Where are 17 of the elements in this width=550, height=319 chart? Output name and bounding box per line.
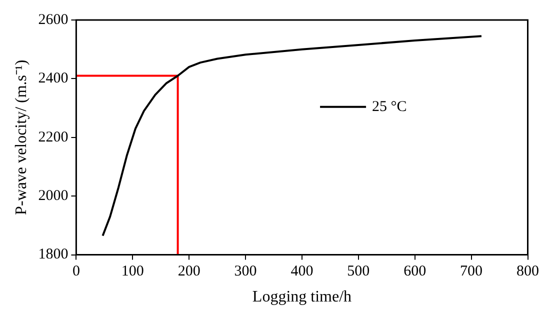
y-tick-label: 1800 — [38, 246, 68, 263]
y-axis-title: P-wave velocity/ (m.s⁻¹) — [12, 60, 30, 215]
x-tick-label: 400 — [290, 264, 314, 280]
y-tick-label: 2000 — [38, 188, 68, 204]
x-tick-label: 100 — [121, 264, 144, 280]
x-tick-label: 700 — [460, 264, 483, 280]
x-tick-label: 500 — [347, 264, 370, 280]
y-tick-label: 2200 — [38, 129, 68, 146]
x-tick-label: 200 — [178, 264, 200, 280]
x-tick-label: 300 — [234, 264, 257, 280]
y-tick-label: 2600 — [38, 12, 68, 28]
legend-label: 25 °C — [372, 98, 407, 115]
x-axis-title: Logging time/h — [252, 288, 352, 306]
x-tick-label: 800 — [516, 264, 539, 280]
y-tick-label: 2400 — [38, 70, 68, 87]
x-tick-label: 600 — [404, 264, 426, 280]
x-tick-label: 0 — [72, 264, 80, 280]
